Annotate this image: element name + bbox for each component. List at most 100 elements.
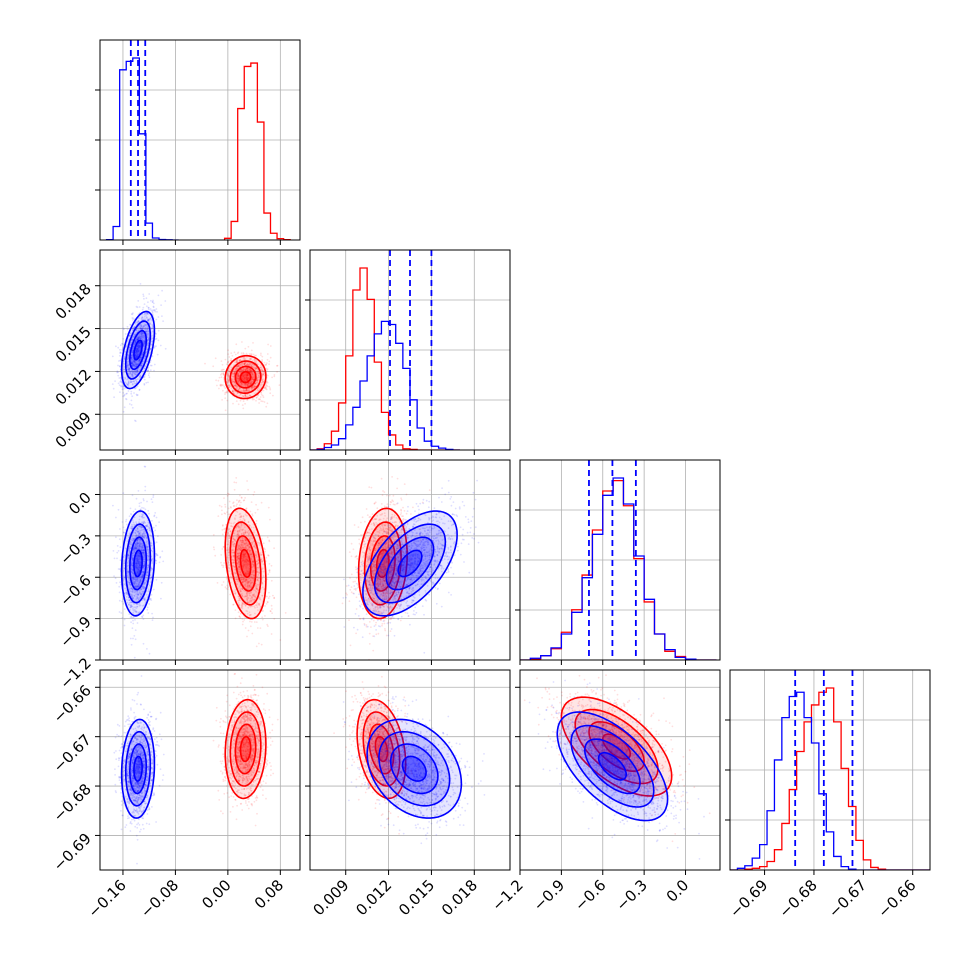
sample-point — [117, 374, 120, 377]
sample-point — [248, 353, 251, 355]
sample-point — [253, 375, 255, 378]
sample-point — [130, 357, 133, 359]
sample-point — [123, 394, 126, 397]
sample-point — [151, 310, 154, 313]
sample-point — [131, 327, 134, 330]
sample-point — [138, 337, 140, 340]
sample-point — [138, 359, 141, 361]
sample-point — [242, 385, 244, 387]
sample-point — [245, 389, 248, 392]
sample-point — [226, 378, 228, 380]
sample-point — [149, 369, 152, 372]
sample-point — [253, 392, 256, 395]
sample-point — [268, 571, 271, 573]
sample-point — [141, 327, 144, 330]
sample-point — [246, 374, 249, 377]
sample-point — [144, 330, 147, 333]
sample-point — [247, 382, 250, 385]
sample-point — [269, 518, 271, 521]
sample-point — [245, 389, 248, 391]
sample-point — [242, 367, 245, 370]
sample-point — [229, 593, 232, 596]
sample-point — [133, 360, 136, 363]
sample-point — [250, 358, 252, 361]
sample-point — [260, 354, 262, 356]
sample-point — [131, 362, 133, 365]
sample-point — [250, 621, 253, 623]
sample-point — [251, 371, 254, 374]
sample-point — [214, 554, 217, 557]
sample-point — [265, 556, 268, 559]
sample-point — [142, 340, 145, 342]
sample-point — [244, 373, 247, 376]
sample-point — [233, 393, 236, 395]
sample-point — [229, 506, 232, 508]
sample-point — [233, 372, 236, 374]
sample-point — [245, 352, 248, 355]
red-histogram — [310, 267, 460, 450]
sample-point — [121, 343, 124, 345]
sample-point — [245, 368, 248, 370]
sample-point — [253, 373, 255, 376]
sample-point — [119, 381, 121, 383]
sample-point — [216, 582, 219, 584]
sample-point — [243, 384, 245, 387]
sample-point — [118, 360, 120, 362]
sample-point — [232, 402, 234, 405]
sample-point — [242, 357, 245, 359]
sample-point — [232, 389, 235, 391]
sample-point — [220, 383, 223, 386]
sample-point — [233, 382, 236, 384]
sample-point — [249, 383, 252, 385]
sample-point — [144, 489, 147, 492]
sample-point — [139, 283, 142, 285]
sample-point — [122, 395, 124, 398]
sample-point — [244, 382, 247, 385]
sample-point — [232, 502, 234, 504]
sample-point — [236, 377, 239, 380]
sample-point — [264, 386, 267, 388]
sample-point — [134, 349, 137, 352]
sample-point — [153, 309, 156, 312]
sample-point — [134, 363, 137, 366]
red-contour — [239, 371, 252, 384]
sample-point — [252, 386, 255, 389]
sample-point — [224, 512, 227, 515]
sample-point — [233, 488, 236, 491]
sample-point — [144, 353, 147, 356]
sample-point — [149, 308, 152, 310]
sample-point — [258, 388, 261, 390]
sample-point — [128, 349, 131, 352]
sample-point — [232, 378, 235, 380]
sample-point — [252, 366, 255, 368]
sample-point — [147, 334, 150, 337]
sample-point — [264, 605, 267, 607]
red-contour — [229, 360, 262, 394]
red-distribution — [204, 341, 281, 412]
sample-point — [242, 362, 245, 365]
sample-point — [246, 378, 249, 381]
sample-point — [259, 366, 262, 369]
sample-point — [251, 373, 254, 375]
sample-point — [142, 344, 145, 347]
sample-point — [250, 380, 253, 383]
sample-point — [141, 362, 144, 365]
sample-point — [246, 377, 249, 380]
sample-point — [262, 381, 265, 383]
sample-point — [240, 383, 243, 386]
sample-point — [136, 348, 139, 350]
sample-point — [224, 506, 227, 508]
sample-point — [128, 334, 131, 337]
sample-point — [139, 335, 142, 338]
sample-point — [246, 374, 248, 376]
red-density-fill — [240, 371, 251, 383]
sample-point — [135, 338, 137, 341]
sample-point — [273, 596, 276, 599]
sample-point — [242, 369, 245, 372]
sample-point — [259, 384, 262, 386]
sample-point — [135, 369, 138, 371]
hist-panel-0 — [95, 39, 301, 245]
sample-point — [263, 386, 266, 389]
sample-point — [240, 382, 242, 384]
sample-point — [227, 373, 229, 376]
